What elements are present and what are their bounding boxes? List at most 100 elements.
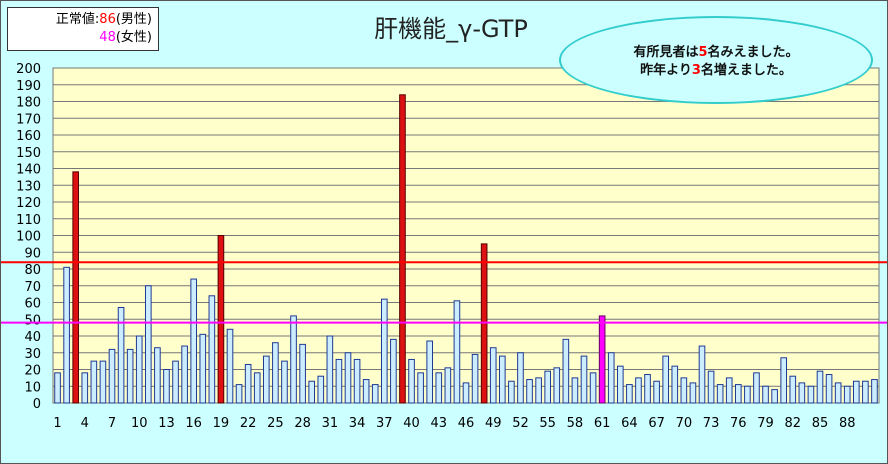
legend-female-suffix: (女性) — [115, 30, 152, 45]
data-bar — [734, 384, 742, 404]
y-tick-label: 0 — [33, 397, 41, 412]
data-bar — [807, 385, 815, 404]
data-bar — [190, 278, 198, 404]
data-bar — [371, 384, 379, 404]
note-line2-b: 名増えました。 — [700, 63, 792, 78]
legend-male-suffix: (男性) — [115, 12, 152, 27]
x-tick-label: 19 — [213, 416, 230, 431]
data-bar — [435, 372, 443, 404]
data-bar — [290, 315, 297, 404]
legend-male-row: 正常値:86(男性) — [14, 11, 152, 29]
data-bar — [362, 379, 370, 404]
x-tick-label: 82 — [784, 416, 801, 431]
y-tick-label: 200 — [16, 62, 41, 77]
x-tick-label: 79 — [757, 416, 774, 431]
x-tick-label: 64 — [621, 416, 638, 431]
x-tick-label: 49 — [485, 416, 502, 431]
data-bar — [99, 360, 107, 404]
y-tick-label: 160 — [16, 129, 41, 144]
normal-value-legend: 正常値:86(男性) 48(女性) — [7, 7, 159, 51]
data-bar — [744, 385, 751, 404]
x-tick-label: 10 — [131, 416, 148, 431]
data-bar — [553, 367, 561, 404]
legend-female-value: 48 — [99, 30, 116, 45]
legend-male-prefix: 正常値: — [55, 12, 100, 27]
note-line-2: 昨年より3名増えました。 — [561, 62, 871, 80]
data-bar — [753, 372, 760, 404]
data-bar — [571, 377, 579, 404]
data-bar — [262, 355, 270, 404]
data-bar — [154, 347, 161, 404]
data-bar — [335, 358, 343, 404]
data-bar — [181, 345, 188, 404]
y-tick-label: 150 — [16, 146, 41, 161]
data-bar — [526, 379, 533, 404]
x-tick-label: 58 — [567, 416, 584, 431]
data-bar — [272, 342, 279, 404]
data-bar — [208, 295, 216, 404]
x-tick-label: 76 — [730, 416, 747, 431]
x-tick-label: 88 — [839, 416, 856, 431]
data-bar — [852, 380, 860, 404]
data-bar — [580, 355, 588, 404]
data-bar — [126, 348, 134, 404]
data-bar-over-female — [598, 315, 606, 404]
data-bar-over-male — [399, 94, 406, 404]
data-bar — [63, 266, 70, 404]
data-bar — [644, 374, 651, 404]
x-tick-label: 25 — [267, 416, 284, 431]
data-bar — [616, 365, 624, 404]
data-bar — [135, 335, 143, 404]
data-bar — [544, 370, 552, 404]
data-bar — [635, 377, 642, 404]
data-bar — [789, 375, 797, 404]
data-bar — [117, 307, 125, 404]
data-bar — [108, 348, 116, 404]
y-tick-label: 140 — [16, 163, 41, 178]
chart-title: 肝機能_γ-GTP — [374, 15, 528, 43]
data-bar — [244, 363, 252, 404]
x-tick-label: 73 — [703, 416, 720, 431]
y-axis-labels: 0102030405060708090100110120130140150160… — [16, 62, 41, 412]
x-tick-label: 46 — [458, 416, 475, 431]
data-bar — [589, 372, 597, 404]
y-tick-label: 190 — [16, 79, 41, 94]
data-bar — [489, 347, 497, 404]
data-bar — [517, 352, 524, 404]
y-tick-label: 60 — [24, 297, 41, 312]
x-tick-label: 31 — [322, 416, 339, 431]
data-bar — [235, 384, 243, 404]
reference-lines — [1, 261, 887, 324]
data-bar — [326, 335, 334, 404]
y-tick-label: 120 — [16, 196, 41, 211]
data-bar — [426, 340, 434, 404]
data-bar — [144, 285, 152, 404]
x-tick-label: 55 — [539, 416, 556, 431]
y-tick-label: 80 — [24, 263, 41, 278]
data-bar — [281, 360, 288, 404]
data-bar — [662, 355, 670, 404]
data-bar-over-male — [72, 171, 80, 404]
data-bar — [353, 358, 361, 404]
legend-male-value: 86 — [99, 12, 116, 27]
data-bar — [508, 380, 515, 404]
finding-note-bubble: 有所見者は5名みえました。 昨年より3名増えました。 — [559, 16, 873, 104]
data-bar — [725, 377, 733, 404]
x-tick-label: 85 — [812, 416, 829, 431]
data-bar — [716, 384, 724, 404]
data-bar — [698, 345, 706, 404]
data-bar — [380, 298, 388, 404]
y-tick-label: 170 — [16, 112, 41, 127]
data-bar — [834, 382, 842, 404]
y-tick-label: 50 — [24, 313, 41, 328]
data-bar — [862, 380, 869, 404]
data-bar — [680, 377, 688, 404]
note-line2-num: 3 — [691, 63, 701, 78]
y-tick-label: 70 — [24, 280, 41, 295]
x-tick-label: 13 — [158, 416, 175, 431]
data-bar — [462, 382, 470, 404]
data-bar — [471, 353, 479, 404]
y-tick-label: 180 — [16, 96, 41, 111]
